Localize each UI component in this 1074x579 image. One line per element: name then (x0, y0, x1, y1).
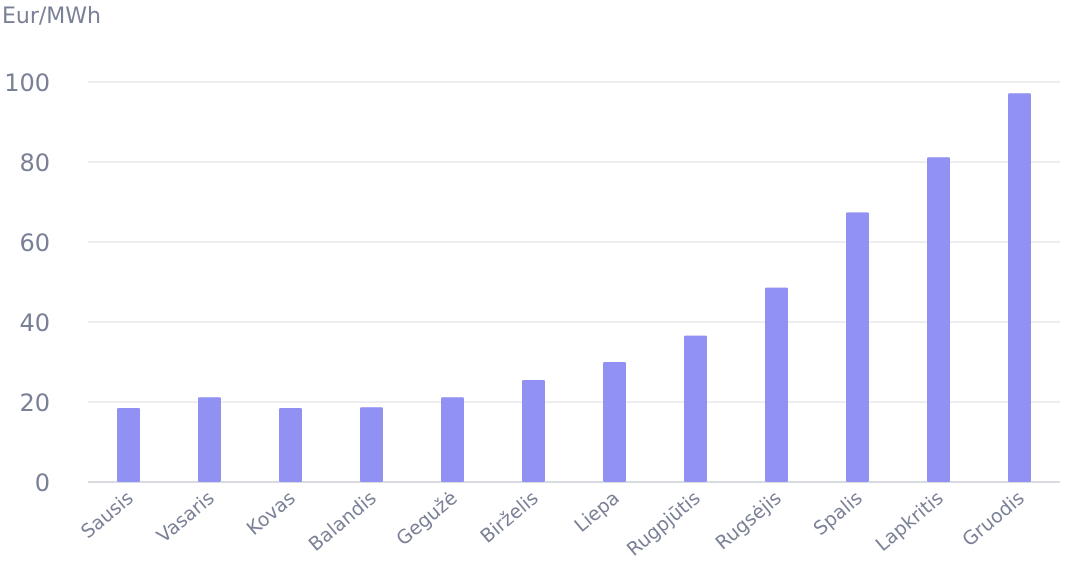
bar-Sausis[interactable] (117, 408, 140, 482)
bar-Kovas[interactable] (279, 408, 302, 482)
x-tick-label: Gegužė (392, 487, 461, 550)
x-tick-label: Liepa (570, 487, 623, 537)
x-tick-label: Sausis (77, 487, 138, 543)
y-axis-unit-label: Eur/MWh (2, 4, 101, 29)
bar-Lapkritis[interactable] (927, 157, 950, 482)
bar-Rugsėjis[interactable] (765, 287, 788, 482)
bar-Rugpjūtis[interactable] (684, 335, 707, 482)
x-tick-label: Birželis (476, 487, 542, 548)
x-tick-label: Rugpjūtis (623, 487, 705, 561)
x-tick-label: Gruodis (958, 487, 1028, 551)
y-tick-label: 80 (19, 149, 50, 177)
bar-Spalis[interactable] (846, 212, 869, 482)
x-tick-label: Lapkritis (872, 487, 948, 556)
bar-Gegužė[interactable] (441, 397, 464, 482)
x-tick-label: Rugsėjis (711, 487, 785, 554)
bar-Balandis[interactable] (360, 407, 383, 482)
y-tick-label: 100 (4, 69, 50, 97)
bar-Gruodis[interactable] (1008, 93, 1031, 482)
x-tick-label: Spalis (809, 487, 866, 540)
x-tick-label: Balandis (305, 487, 381, 556)
bar-Birželis[interactable] (522, 380, 545, 482)
x-tick-label: Kovas (243, 487, 300, 540)
y-tick-label: 20 (19, 389, 50, 417)
bar-Liepa[interactable] (603, 362, 626, 482)
x-tick-label: Vasaris (153, 487, 219, 547)
y-tick-label: 60 (19, 229, 50, 257)
y-tick-label: 0 (35, 469, 50, 497)
bar-Vasaris[interactable] (198, 397, 221, 482)
y-tick-label: 40 (19, 309, 50, 337)
